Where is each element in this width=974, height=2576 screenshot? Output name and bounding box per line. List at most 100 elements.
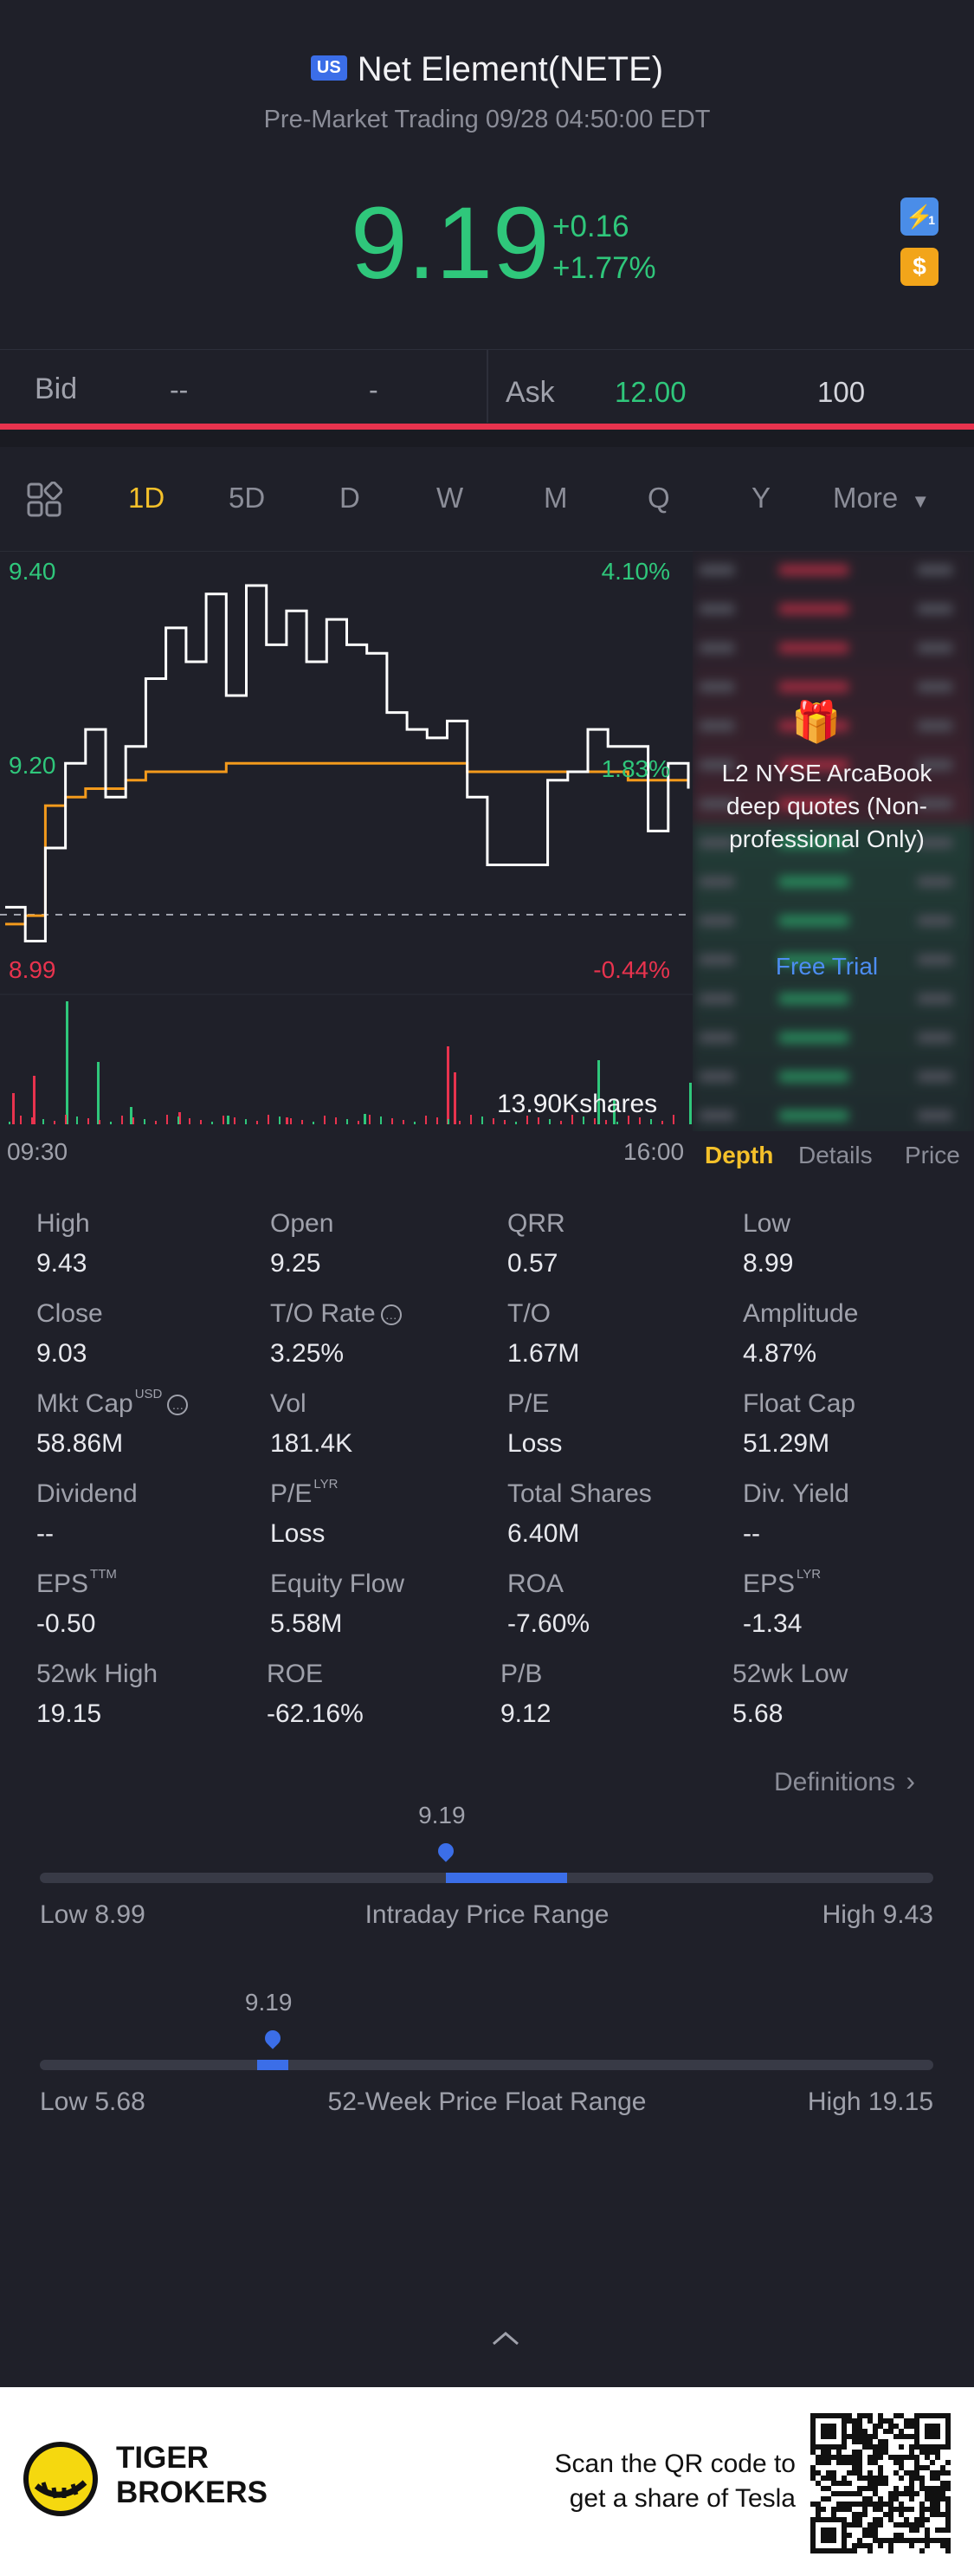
tab-daily[interactable]: D (339, 482, 360, 514)
stat-superscript: TTM (90, 1567, 117, 1582)
volume-bar (470, 1115, 472, 1124)
blurred-depth-row (693, 746, 974, 785)
volume-bar (526, 1116, 528, 1124)
stat-value: -7.60% (507, 1609, 590, 1638)
week52-current-label: 9.19 (244, 1989, 293, 2016)
volume-bar (31, 1117, 33, 1124)
volume-bar (504, 1120, 506, 1124)
week52-low-label: Low 5.68 (40, 2087, 145, 2116)
blurred-depth-row (693, 941, 974, 980)
intraday-chart[interactable]: 9.40 9.20 8.99 4.10% 1.83% -0.44% 13.90K… (0, 551, 693, 1131)
volume-bar (66, 1001, 68, 1124)
volume-bar (597, 1060, 600, 1124)
tab-more[interactable]: More ▼ (833, 482, 930, 515)
intraday-current-label: 9.19 (418, 1802, 466, 1828)
volume-bar (130, 1107, 132, 1124)
brand-line2: BROKERS (116, 2476, 268, 2509)
tab-1d[interactable]: 1D (128, 482, 165, 514)
volume-bar (99, 1120, 100, 1124)
stat-value: -- (743, 1519, 760, 1548)
week52-high-label: High 19.15 (807, 2087, 933, 2116)
grid-layout-icon[interactable] (26, 481, 63, 518)
free-trial-link[interactable]: Free Trial (775, 953, 879, 980)
last-price: 9.19 (351, 186, 550, 301)
stat-value: 19.15 (36, 1699, 102, 1728)
subtab-details[interactable]: Details (798, 1142, 873, 1168)
volume-bars (9, 1001, 692, 1124)
stat-label: Open (270, 1209, 334, 1238)
stat-superscript: USD (134, 1387, 163, 1401)
volume-bar (20, 1116, 22, 1124)
price-line (5, 584, 690, 942)
blurred-depth-row (693, 863, 974, 902)
tab-quarterly[interactable]: Q (648, 482, 670, 514)
stat-label-with-info: Mkt Cap USD… (36, 1387, 189, 1419)
definitions-link[interactable]: Definitions › (774, 1765, 915, 1797)
blurred-depth-row (693, 824, 974, 863)
volume-bar (9, 1122, 10, 1124)
tab-yearly[interactable]: Y (751, 482, 771, 514)
stat-label: P/E (507, 1389, 550, 1418)
bid-ask-bar: Bid -- - Ask 12.00 100 (0, 349, 974, 423)
chevron-up-icon[interactable] (487, 2325, 525, 2351)
stat-label-with-sup: EPS TTM (36, 1567, 117, 1599)
volume-bar (454, 1072, 456, 1124)
x-axis-start: 09:30 (7, 1138, 68, 1165)
volume-bar (358, 1121, 359, 1124)
week52-range-fill (256, 2060, 288, 2070)
stat-label: Equity Flow (270, 1570, 405, 1598)
volume-bar (481, 1116, 483, 1124)
volume-bar (189, 1118, 190, 1124)
blurred-depth-row (693, 590, 974, 629)
l2-title: L2 NYSE ArcaBook deep quotes (Non-profes… (721, 760, 932, 852)
subtab-depth[interactable]: Depth (705, 1142, 774, 1168)
ask-size: 100 (817, 376, 866, 408)
volume-bar (211, 1122, 213, 1124)
volume-bar (583, 1116, 584, 1124)
dollar-icon[interactable]: $ (900, 248, 939, 286)
l2-promo-panel[interactable]: 🎁 L2 NYSE ArcaBook deep quotes (Non-prof… (693, 551, 974, 1131)
volume-bar (110, 1122, 112, 1124)
stat-label-with-sup: P/E LYR (270, 1477, 338, 1509)
stat-label: P/E (270, 1479, 313, 1508)
stat-superscript: LYR (797, 1567, 822, 1582)
stat-label-with-info: T/O Rate… (270, 1299, 402, 1329)
stat-label: ROA (507, 1570, 564, 1598)
chart-period-tabs: 1D 5D D W M Q Y More ▼ (0, 447, 974, 552)
subtab-price[interactable]: Price (905, 1142, 960, 1168)
blurred-depth-row (693, 902, 974, 941)
tab-monthly[interactable]: M (544, 482, 568, 514)
definitions-label: Definitions (774, 1768, 896, 1796)
l2-overlay (693, 551, 974, 1131)
intraday-range-fill (446, 1873, 568, 1883)
stat-label-with-sup: EPS LYR (743, 1567, 822, 1599)
lightning-order-icon[interactable]: ⚡ 1 (900, 197, 939, 236)
stat-value: 0.57 (507, 1249, 558, 1278)
stat-label: Dividend (36, 1479, 138, 1508)
volume-bar (223, 1116, 224, 1124)
location-pin-icon (435, 1840, 457, 1862)
volume-bar (144, 1119, 145, 1124)
tab-weekly[interactable]: W (436, 482, 464, 514)
volume-bar (268, 1115, 269, 1124)
blurred-depth-row (693, 785, 974, 824)
caret-down-icon: ▼ (911, 490, 931, 512)
volume-bar (571, 1115, 573, 1124)
volume-bar (132, 1117, 134, 1124)
pct-axis-mid: 1.83% (601, 755, 670, 782)
tab-5d[interactable]: 5D (229, 482, 266, 514)
stat-value: Loss (507, 1429, 563, 1458)
avg-price-line (5, 761, 688, 926)
stock-title-row: US Net Element(NETE) (0, 50, 974, 89)
volume-bar (65, 1115, 67, 1124)
info-icon[interactable]: … (380, 1304, 402, 1326)
tiger-brokers-logo (23, 2441, 99, 2517)
stat-value: 51.29M (743, 1429, 830, 1458)
volume-bar (594, 1118, 596, 1124)
intraday-range: 9.19 Low 8.99 Intraday Price Range High … (0, 1802, 974, 1940)
trading-session-status: Pre-Market Trading 09/28 04:50:00 EDT (263, 106, 711, 133)
volume-bar (661, 1121, 663, 1124)
intraday-high-label: High 9.43 (822, 1900, 933, 1929)
info-icon[interactable]: … (167, 1395, 189, 1416)
stat-label: Float Cap (743, 1389, 856, 1418)
